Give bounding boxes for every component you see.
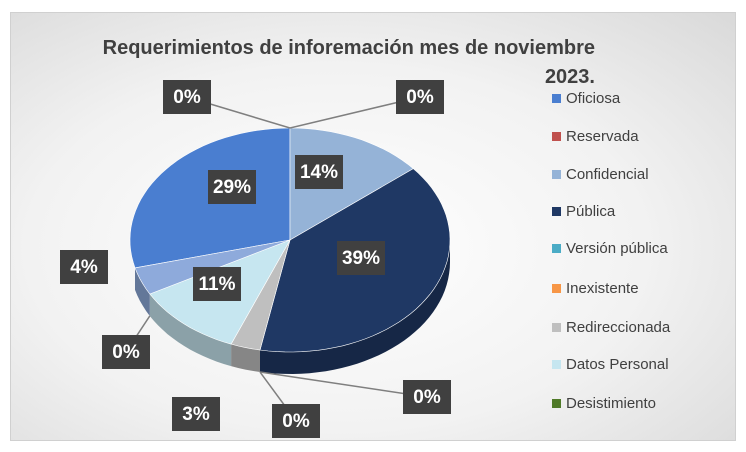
slice-side	[135, 267, 150, 316]
legend-label: Versión pública	[566, 240, 668, 257]
legend-item: Redireccionada	[552, 319, 692, 336]
label-box	[163, 80, 211, 114]
legend-swatch	[552, 207, 561, 216]
data-label: 29%	[213, 177, 251, 198]
data-label: 39%	[342, 248, 380, 269]
label-box	[208, 170, 256, 204]
label-box	[193, 267, 241, 301]
legend-swatch	[552, 244, 561, 253]
legend-label: Inexistente	[566, 280, 639, 297]
legend-swatch	[552, 170, 561, 179]
legend-label: Desistimiento	[566, 395, 657, 412]
label-box	[102, 335, 150, 369]
legend-label: Datos Personal	[566, 356, 669, 373]
legend-label: Redireccionada	[566, 319, 671, 336]
leader-line	[259, 371, 428, 398]
data-label: 0%	[406, 87, 434, 108]
slice-side	[149, 294, 232, 367]
legend-swatch	[552, 284, 561, 293]
legend-swatch	[552, 323, 561, 332]
label-box	[403, 380, 451, 414]
label-box	[172, 397, 220, 431]
legend-item: Versión pública	[552, 240, 692, 257]
label-box	[295, 155, 343, 189]
data-label: 3%	[182, 404, 210, 425]
legend-item: Desistimiento	[552, 395, 692, 412]
label-box	[60, 250, 108, 284]
data-label: 11%	[199, 274, 236, 295]
data-label: 0%	[282, 411, 310, 432]
legend-item: Pública	[552, 203, 692, 220]
legend-label: Reservada	[566, 128, 639, 145]
legend-label: Pública	[566, 203, 616, 220]
legend-item: Inexistente	[552, 280, 692, 297]
data-label: 0%	[173, 87, 201, 108]
legend-item: Reservada	[552, 128, 692, 145]
data-label: 0%	[112, 342, 140, 363]
label-box	[337, 241, 385, 275]
legend-swatch	[552, 94, 561, 103]
legend-item: Datos Personal	[552, 356, 692, 373]
legend-swatch	[552, 132, 561, 141]
label-box	[272, 404, 320, 438]
slice-side	[231, 344, 260, 372]
legend-label: Confidencial	[566, 166, 649, 183]
legend-item: Oficiosa	[552, 90, 692, 107]
data-label: 4%	[70, 257, 98, 278]
chart-title: Requerimientos de inforemación mes de no…	[102, 37, 595, 88]
slice-side	[260, 240, 450, 374]
legend-label: Oficiosa	[566, 90, 621, 107]
data-label: 14%	[300, 162, 338, 183]
legend-swatch	[552, 360, 561, 369]
legend-item: Confidencial	[552, 166, 692, 183]
label-box	[396, 80, 444, 114]
legend-swatch	[552, 399, 561, 408]
data-label: 0%	[413, 387, 441, 408]
